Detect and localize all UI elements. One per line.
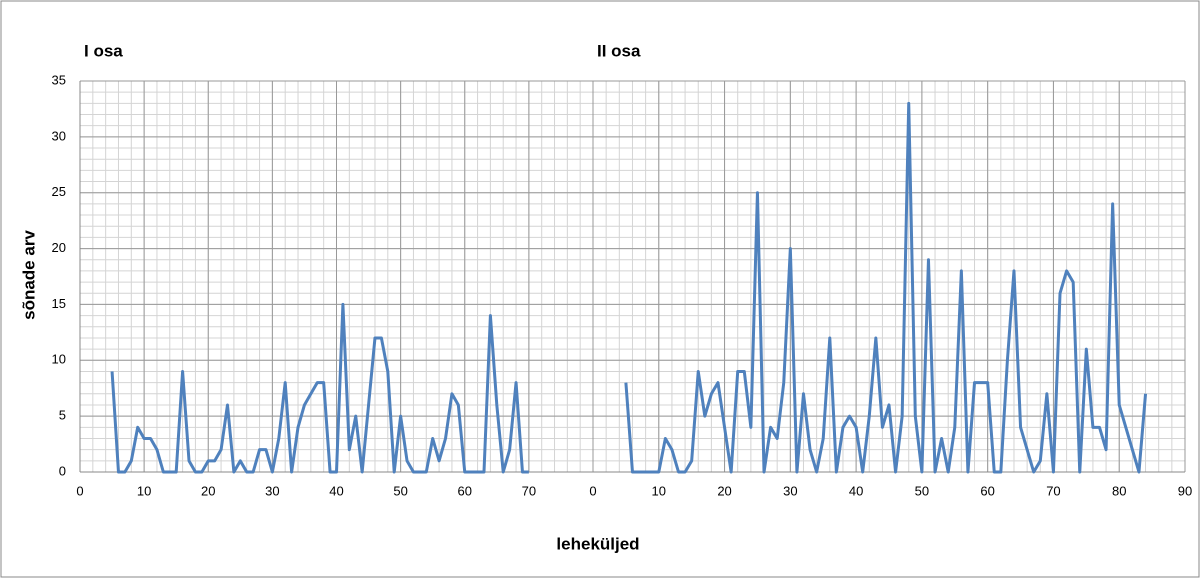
y-tick-label: 0 <box>59 463 66 478</box>
data-line <box>110 302 529 474</box>
x-axis-label: leheküljed <box>556 534 639 553</box>
x-tick-label: 40 <box>849 483 863 498</box>
y-tick-label: 30 <box>52 128 66 143</box>
x-tick-label: 50 <box>393 483 407 498</box>
x-tick-label: 70 <box>1046 483 1060 498</box>
x-tick-label: 60 <box>458 483 472 498</box>
x-tick-label: 0 <box>76 483 83 498</box>
x-tick-label: 90 <box>1178 483 1192 498</box>
x-tick-label: 80 <box>1112 483 1126 498</box>
x-tick-label: 10 <box>652 483 666 498</box>
panel-title: I osa <box>84 41 123 60</box>
y-tick-label: 5 <box>59 408 66 423</box>
x-tick-label: 50 <box>915 483 929 498</box>
y-tick-label: 10 <box>52 352 66 367</box>
y-tick-label: 35 <box>52 72 66 87</box>
x-tick-label: 30 <box>783 483 797 498</box>
x-tick-label: 70 <box>522 483 536 498</box>
panel-title: II osa <box>597 41 641 60</box>
y-tick-label: 20 <box>52 240 66 255</box>
y-tick-label: 25 <box>52 184 66 199</box>
y-axis-label: sõnade arv <box>19 230 38 320</box>
x-tick-label: 20 <box>201 483 215 498</box>
x-tick-label: 0 <box>589 483 596 498</box>
x-tick-label: 20 <box>717 483 731 498</box>
x-tick-label: 60 <box>980 483 994 498</box>
x-tick-label: 40 <box>329 483 343 498</box>
y-tick-label: 15 <box>52 296 66 311</box>
data-line <box>624 101 1148 474</box>
x-tick-label: 10 <box>137 483 151 498</box>
x-tick-label: 30 <box>265 483 279 498</box>
